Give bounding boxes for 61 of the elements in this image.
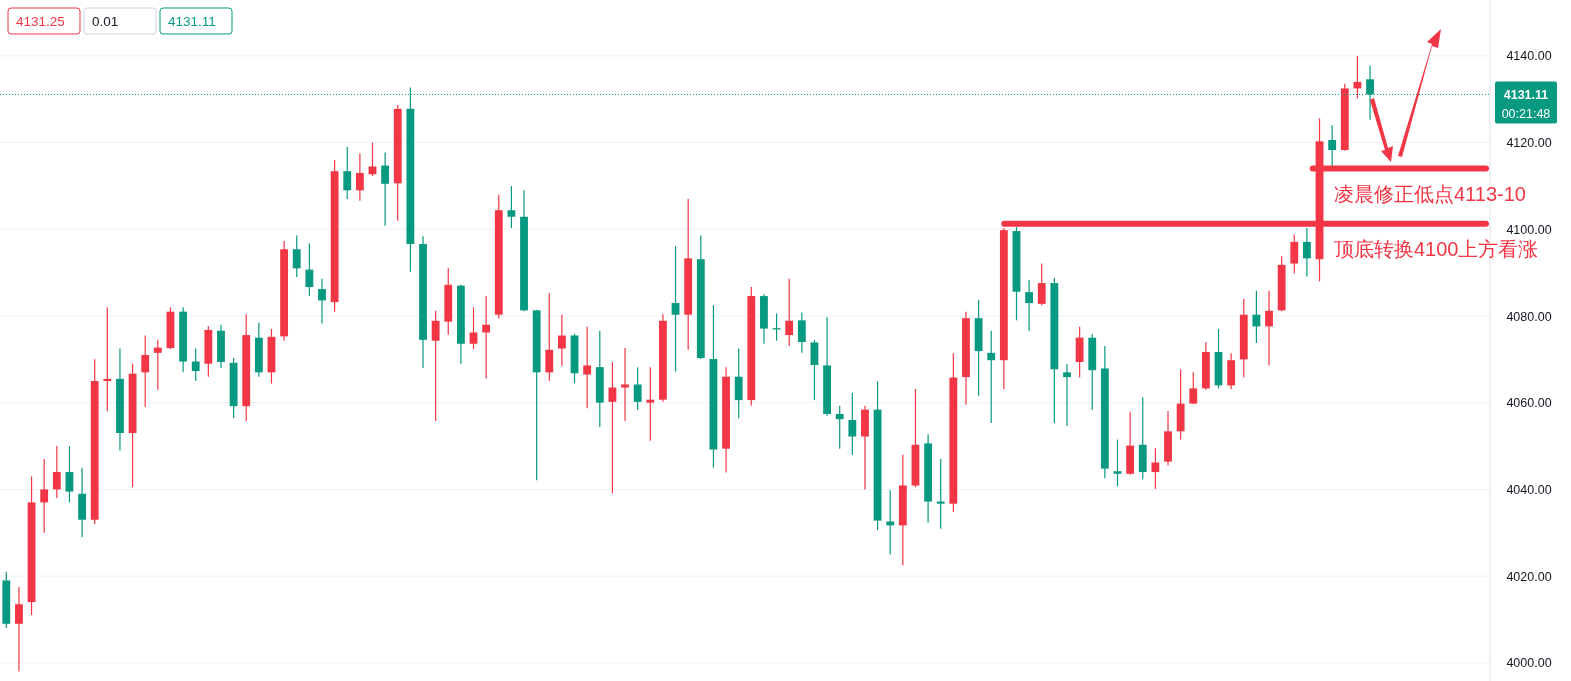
candlestick (621, 347, 629, 422)
candlestick (1063, 363, 1071, 427)
text: 00:21:48 (1501, 107, 1551, 122)
y-tick-label: 4040.00 (1506, 482, 1552, 497)
candlestick (305, 242, 314, 297)
candlestick (1113, 438, 1122, 487)
candlestick (671, 245, 680, 373)
candlestick (646, 366, 655, 442)
candlestick (343, 146, 352, 200)
candlestick (1025, 279, 1034, 332)
candlestick (507, 185, 516, 229)
candlestick (633, 366, 642, 411)
candlestick (886, 489, 895, 556)
y-tick-label: 4020.00 (1506, 569, 1552, 584)
candlestick (734, 347, 743, 419)
annotation: 0.01 (92, 14, 119, 29)
candlestick (52, 445, 61, 499)
candlestick (153, 339, 162, 391)
candlestick (1302, 227, 1311, 278)
ref-line-label: 凌晨修正低点4113-10 (1334, 182, 1526, 205)
y-tick-label: 4100.00 (1506, 222, 1552, 237)
candlestick (355, 152, 364, 202)
y-tick-label: 4080.00 (1506, 309, 1552, 324)
candlestick (318, 278, 326, 324)
candlestick (583, 326, 592, 409)
annotation: 4131.25 (16, 14, 65, 29)
candlestick (15, 586, 23, 673)
candlestick (1189, 371, 1198, 405)
candlestick (1252, 290, 1261, 344)
candlestick (810, 339, 819, 401)
y-tick-label: 4120.00 (1506, 136, 1552, 151)
candlestick (545, 292, 554, 382)
candlestick (482, 295, 491, 380)
y-tick-label: 4000.00 (1506, 656, 1552, 671)
ref-line-label: 4131.11 (1503, 87, 1549, 102)
candlestick (1328, 124, 1337, 168)
candlestick (1151, 447, 1160, 490)
candlestick (141, 334, 150, 408)
candlestick (835, 405, 844, 450)
candlestick (797, 311, 806, 354)
candlestick (431, 310, 440, 422)
candlestick (40, 458, 49, 534)
y-tick-label: 4140.00 (1506, 49, 1552, 64)
candlestick (936, 458, 945, 530)
candlestick (1037, 262, 1046, 306)
annotation: 4131.11 (168, 14, 216, 29)
candlestick (381, 151, 390, 227)
ref-line-label: 顶底转换4100上方看涨 (1334, 237, 1539, 260)
candlestick (469, 306, 478, 350)
candlestick (987, 330, 996, 424)
candlestick (848, 392, 857, 456)
candlestick (191, 347, 200, 382)
candlestick (103, 306, 112, 412)
candlestick (1290, 233, 1299, 275)
candlestick (785, 278, 794, 347)
candlestick (292, 234, 301, 278)
candlestick (557, 314, 566, 367)
y-tick-label: 4060.00 (1506, 396, 1552, 411)
candlestick (368, 142, 377, 177)
candlestick (65, 445, 74, 504)
candlestick (1265, 290, 1273, 367)
